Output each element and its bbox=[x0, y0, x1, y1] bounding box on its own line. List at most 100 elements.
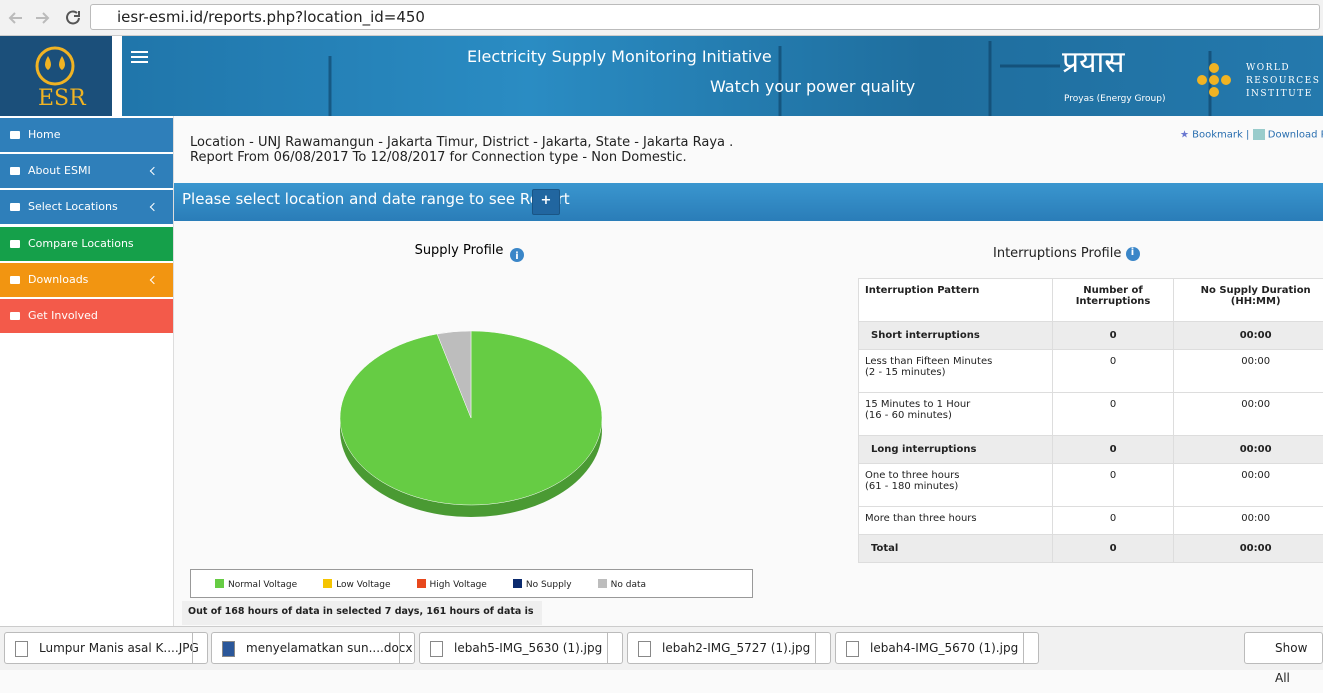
legend-swatch bbox=[417, 579, 426, 588]
legend-item: No Supply bbox=[513, 580, 572, 590]
logo-text: ESR bbox=[38, 86, 86, 111]
report-text: Report From 06/08/2017 To 12/08/2017 for… bbox=[190, 150, 733, 165]
location-text: Location - UNJ Rawamangun - Jakarta Timu… bbox=[190, 135, 733, 150]
legend-item: Normal Voltage bbox=[215, 580, 297, 590]
sidebar-icon bbox=[10, 276, 20, 284]
header-banner: ESR Electricity Supply Monitoring Initia… bbox=[0, 36, 1323, 116]
svg-text:i: i bbox=[515, 251, 518, 262]
legend-swatch bbox=[513, 579, 522, 588]
duration-cell: 00:00 bbox=[1174, 393, 1323, 436]
sidebar-label: Select Locations bbox=[28, 200, 118, 213]
sidebar-icon bbox=[10, 167, 20, 175]
count-cell: 0 bbox=[1052, 393, 1174, 436]
legend-label: Normal Voltage bbox=[228, 580, 297, 590]
sidebar-item[interactable]: Get Involved bbox=[0, 299, 173, 333]
sidebar-label: Downloads bbox=[28, 273, 88, 286]
download-item[interactable]: lebah2-IMG_5727 (1).jpg bbox=[627, 632, 831, 664]
sidebar-label: About ESMI bbox=[28, 164, 91, 177]
site-title: Electricity Supply Monitoring Initiative bbox=[467, 47, 772, 66]
sidebar-label: Home bbox=[28, 128, 60, 141]
partner2-line: WORLD bbox=[1246, 62, 1320, 75]
duration-cell: 00:00 bbox=[1174, 507, 1323, 535]
sidebar-icon bbox=[10, 203, 20, 211]
sidebar-item[interactable]: Downloads bbox=[0, 263, 173, 297]
row-label: More than three hours bbox=[865, 513, 1046, 524]
count-cell: 0 bbox=[1052, 350, 1174, 393]
count-cell: 0 bbox=[1052, 436, 1174, 464]
partner2-line: RESOURCES bbox=[1246, 75, 1320, 88]
count-cell: 0 bbox=[1052, 535, 1174, 563]
label-cell: More than three hours bbox=[859, 507, 1053, 535]
duration-cell: 00:00 bbox=[1174, 350, 1323, 393]
row-label: Short interruptions bbox=[871, 330, 1046, 341]
header-cell: Interruption Pattern bbox=[859, 279, 1053, 322]
file-name: lebah5-IMG_5630 (1).jpg bbox=[454, 641, 602, 655]
partner2-line: INSTITUTE bbox=[1246, 88, 1320, 101]
row-range: (16 - 60 minutes) bbox=[865, 410, 1046, 421]
duration-cell: 00:00 bbox=[1174, 464, 1323, 507]
row-label: Total bbox=[871, 543, 1046, 554]
file-icon bbox=[846, 641, 859, 657]
nav-buttons bbox=[6, 8, 86, 28]
dropdown-arrow bbox=[1023, 633, 1038, 663]
bookmark-link[interactable]: Bookmark bbox=[1192, 130, 1243, 141]
sidebar-icon bbox=[10, 240, 20, 248]
legend-item: No data bbox=[598, 580, 646, 590]
file-name: menyelamatkan sun....docx bbox=[246, 641, 413, 655]
legend-swatch bbox=[215, 579, 224, 588]
duration-cell: 00:00 bbox=[1174, 322, 1323, 350]
download-item[interactable]: lebah4-IMG_5670 (1).jpg bbox=[835, 632, 1039, 664]
sidebar-icon bbox=[10, 312, 20, 320]
expand-button[interactable]: + bbox=[532, 189, 560, 215]
address-bar[interactable]: iesr-esmi.id/reports.php?location_id=450 bbox=[90, 4, 1320, 30]
legend: Normal Voltage Low Voltage High Voltage No … bbox=[190, 569, 753, 598]
duration-cell: 00:00 bbox=[1174, 535, 1323, 563]
dropdown-arrow bbox=[815, 633, 830, 663]
legend-item: Low Voltage bbox=[323, 580, 390, 590]
show-all-label: Show All bbox=[1275, 641, 1307, 685]
table-row: Less than Fifteen Minutes(2 - 15 minutes… bbox=[859, 350, 1323, 393]
show-all-button[interactable]: Show All bbox=[1244, 632, 1323, 664]
count-cell: 0 bbox=[1052, 464, 1174, 507]
count-cell: 0 bbox=[1052, 322, 1174, 350]
download-item[interactable]: lebah5-IMG_5630 (1).jpg bbox=[419, 632, 623, 664]
legend-label: No Supply bbox=[526, 580, 572, 590]
download-item[interactable]: menyelamatkan sun....docx bbox=[211, 632, 415, 664]
legend-item: High Voltage bbox=[417, 580, 487, 590]
dropdown-arrow bbox=[192, 633, 207, 663]
sidebar-item[interactable]: Compare Locations bbox=[0, 227, 173, 261]
label-cell: 15 Minutes to 1 Hour(16 - 60 minutes) bbox=[859, 393, 1053, 436]
download-item[interactable]: Lumpur Manis asal K....JPG bbox=[4, 632, 208, 664]
download-link[interactable]: Download Report bbox=[1268, 130, 1323, 141]
sidebar-item[interactable]: About ESMI bbox=[0, 154, 173, 188]
header-cell: No Supply Duration (HH:MM) bbox=[1174, 279, 1323, 322]
filter-panel: Please select location and date range to… bbox=[174, 183, 1323, 221]
sidebar-icon bbox=[10, 131, 20, 139]
sidebar-item[interactable]: Home bbox=[0, 118, 173, 152]
page: iesr-esmi.id/reports.php?location_id=450… bbox=[0, 0, 1323, 670]
legend-label: No data bbox=[611, 580, 646, 590]
submenu-chevron bbox=[150, 276, 158, 284]
sidebar-item[interactable]: Select Locations bbox=[0, 190, 173, 224]
file-icon bbox=[15, 641, 28, 657]
chart-title: Supply Profile bbox=[415, 243, 504, 258]
panel-title: Please select location and date range to… bbox=[182, 190, 570, 208]
report-info: Location - UNJ Rawamangun - Jakarta Timu… bbox=[190, 135, 733, 165]
file-name: Lumpur Manis asal K....JPG bbox=[39, 641, 199, 655]
row-range: (2 - 15 minutes) bbox=[865, 367, 1046, 378]
sidebar-label: Get Involved bbox=[28, 309, 98, 322]
label-cell: One to three hours(61 - 180 minutes) bbox=[859, 464, 1053, 507]
label-cell: Short interruptions bbox=[859, 322, 1053, 350]
header-cell: Number of Interruptions bbox=[1052, 279, 1174, 322]
duration-cell: 00:00 bbox=[1174, 436, 1323, 464]
legend-swatch bbox=[598, 579, 607, 588]
label-cell: Long interruptions bbox=[859, 436, 1053, 464]
row-label: 15 Minutes to 1 Hour bbox=[865, 399, 1046, 410]
